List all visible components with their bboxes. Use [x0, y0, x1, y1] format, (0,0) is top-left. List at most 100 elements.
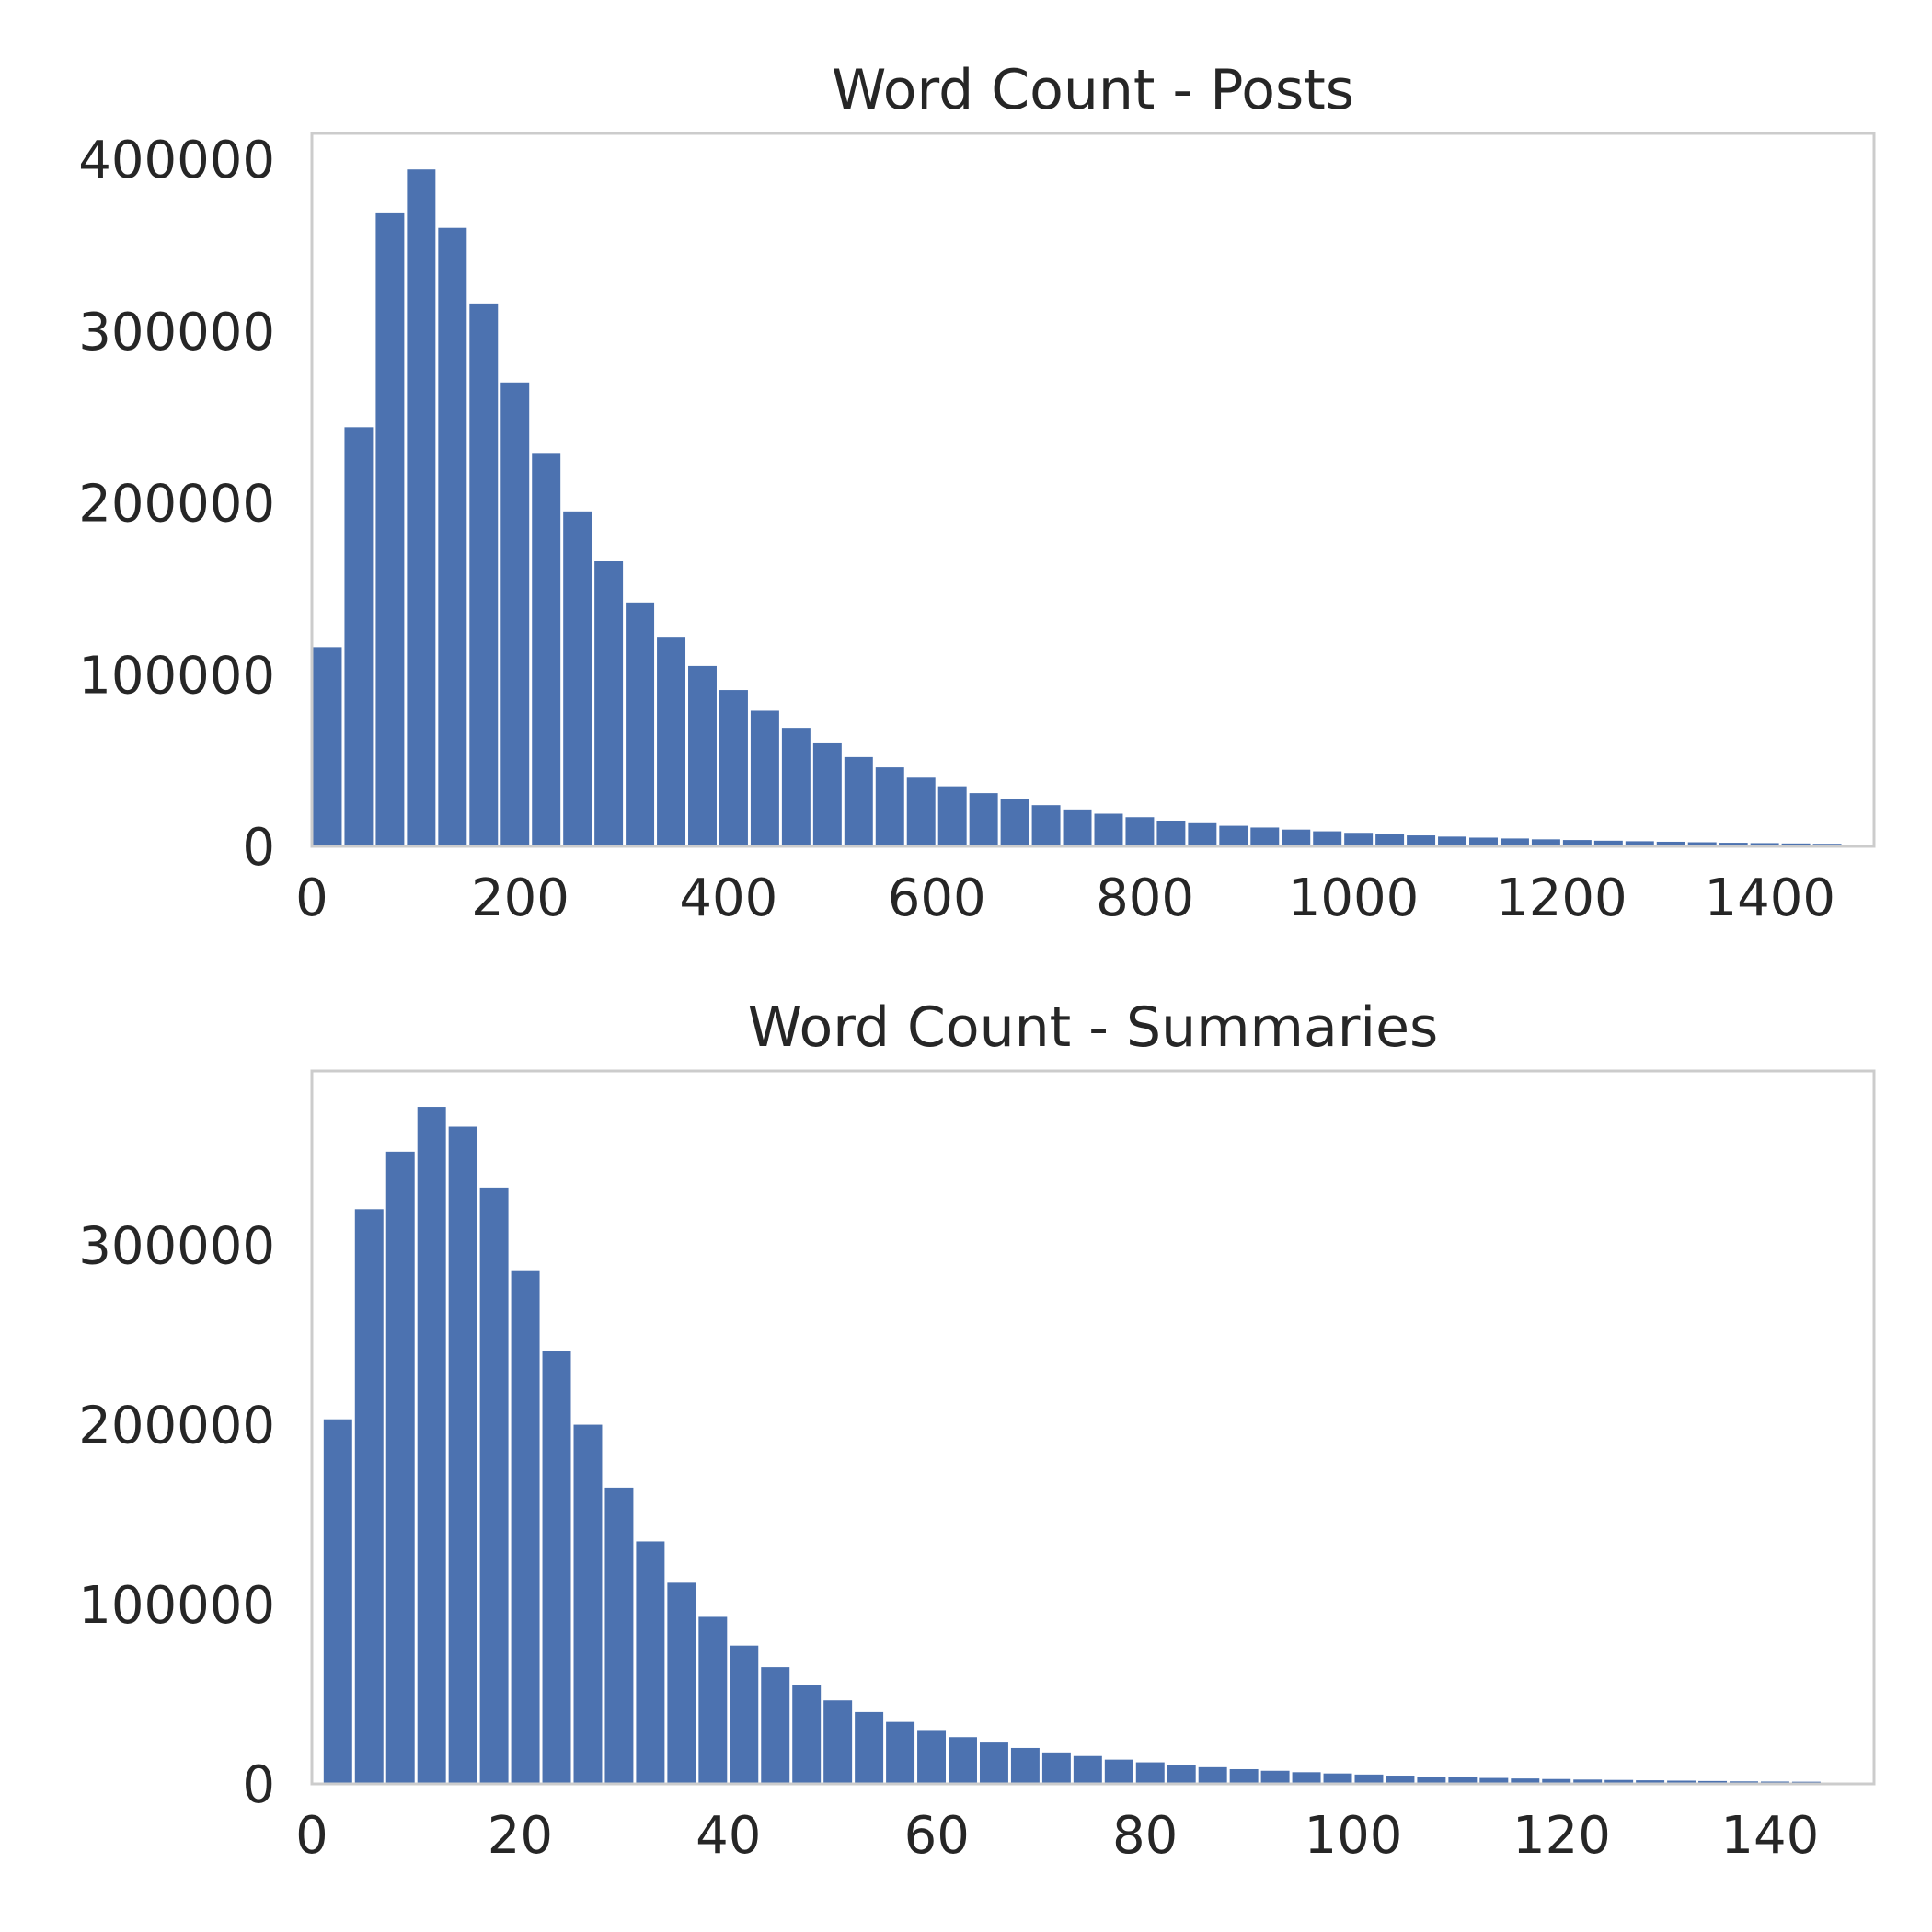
posts-bar: [1000, 799, 1029, 846]
posts-bar: [1625, 841, 1654, 846]
posts-x-tick-label: 1400: [1705, 868, 1836, 928]
posts-bar: [1687, 842, 1717, 846]
posts-bar: [1593, 840, 1623, 846]
posts-bar: [532, 453, 561, 846]
posts-y-tick-label: 100000: [78, 646, 275, 706]
posts-bar: [1094, 813, 1123, 846]
summaries-y-tick-label: 100000: [78, 1576, 275, 1636]
summaries-bar: [1260, 1770, 1290, 1784]
summaries-bar: [761, 1667, 790, 1784]
posts-bar: [750, 710, 779, 846]
summaries-bar: [1354, 1774, 1384, 1784]
summaries-x-tick-label: 80: [1112, 1806, 1178, 1866]
posts-bar: [1375, 834, 1405, 846]
posts-bar: [1282, 829, 1311, 846]
posts-x-tick-label: 600: [888, 868, 986, 928]
summaries-x-tick-label: 40: [696, 1806, 761, 1866]
posts-bar: [937, 786, 967, 846]
posts-bar: [969, 793, 998, 846]
posts-bar: [1562, 840, 1592, 846]
posts-bar: [500, 382, 530, 846]
summaries-x-tick-label: 100: [1305, 1806, 1403, 1866]
summaries-x-tick-label: 20: [488, 1806, 553, 1866]
summaries-y-tick-labels: 0 100000 200000 300000: [78, 1216, 275, 1815]
posts-bar: [1219, 825, 1248, 846]
summaries-bar: [1698, 1780, 1728, 1784]
summaries-bar: [1041, 1752, 1071, 1784]
posts-bar: [719, 690, 748, 846]
posts-bar: [1750, 843, 1779, 846]
posts-bar: [469, 303, 499, 846]
summaries-bar: [1073, 1755, 1102, 1784]
summaries-bar: [979, 1742, 1008, 1784]
summaries-bar: [1417, 1777, 1446, 1784]
summaries-histogram-panel: Word Count - Summaries 0 20 40 60 80 100 120 14…: [78, 995, 1876, 1866]
posts-bar: [844, 756, 873, 846]
posts-y-tick-label: 0: [242, 818, 275, 878]
posts-bar: [1125, 817, 1155, 846]
posts-bar: [407, 169, 436, 847]
posts-bar: [1719, 843, 1748, 846]
summaries-x-tick-label: 60: [904, 1806, 970, 1866]
posts-x-tick-label: 0: [295, 868, 328, 928]
posts-bar: [688, 665, 717, 846]
posts-bar: [1407, 835, 1436, 846]
posts-bar: [1063, 809, 1092, 846]
summaries-bar: [667, 1582, 696, 1784]
summaries-bar: [1167, 1765, 1196, 1784]
summaries-bar: [1604, 1779, 1634, 1784]
posts-y-tick-label: 300000: [78, 303, 275, 362]
posts-bar: [657, 637, 686, 846]
posts-bar: [1313, 831, 1342, 846]
summaries-bar: [354, 1209, 384, 1784]
summaries-bar: [1542, 1778, 1571, 1784]
summaries-bar: [636, 1541, 665, 1784]
summaries-bar: [1104, 1759, 1133, 1784]
summaries-bar: [823, 1700, 853, 1784]
posts-bar: [344, 427, 374, 846]
posts-x-tick-label: 1200: [1496, 868, 1627, 928]
posts-bar: [1656, 841, 1685, 846]
posts-bar: [1188, 822, 1217, 846]
summaries-bar: [1667, 1780, 1696, 1784]
posts-x-tick-label: 1000: [1288, 868, 1420, 928]
posts-bar: [375, 212, 405, 846]
summaries-bar: [1229, 1768, 1259, 1784]
posts-bar: [1344, 833, 1374, 846]
summaries-bars: [323, 1107, 1821, 1784]
summaries-bar: [1386, 1776, 1415, 1784]
summaries-bar: [1323, 1773, 1352, 1784]
summaries-x-tick-label: 140: [1720, 1806, 1819, 1866]
posts-plot-frame: [310, 132, 1876, 848]
summaries-bar: [1010, 1747, 1040, 1784]
posts-bar: [438, 227, 467, 846]
summaries-bar: [1636, 1780, 1665, 1784]
summaries-x-tick-label: 0: [295, 1806, 328, 1866]
summaries-bar: [1198, 1766, 1227, 1784]
posts-bar: [1250, 827, 1280, 846]
summaries-bar: [323, 1419, 352, 1784]
summaries-bar: [949, 1737, 977, 1784]
posts-x-tick-label: 400: [679, 868, 777, 928]
summaries-bar: [385, 1151, 415, 1784]
summaries-chart-title: Word Count - Summaries: [748, 995, 1439, 1060]
summaries-bar: [1135, 1762, 1165, 1784]
summaries-y-tick-label: 300000: [78, 1216, 275, 1276]
summaries-bar: [886, 1721, 915, 1784]
posts-chart-title: Word Count - Posts: [832, 58, 1354, 122]
posts-bar: [781, 728, 811, 846]
summaries-bar: [1479, 1777, 1509, 1784]
summaries-x-tick-labels: 0 20 40 60 80 100 120 140: [295, 1806, 1819, 1866]
posts-y-tick-label: 400000: [78, 131, 275, 190]
posts-bars: [313, 169, 1842, 847]
summaries-bar: [448, 1126, 477, 1784]
posts-bar: [1781, 843, 1811, 846]
posts-histogram-panel: Word Count - Posts 0 200 400 600 800 1000 1200…: [78, 58, 1876, 928]
summaries-x-tick-label: 120: [1512, 1806, 1611, 1866]
summaries-bar: [573, 1424, 603, 1784]
summaries-y-tick-label: 0: [242, 1755, 275, 1815]
posts-bar: [1031, 805, 1061, 846]
posts-bar: [1156, 820, 1186, 846]
posts-bar: [875, 767, 904, 846]
